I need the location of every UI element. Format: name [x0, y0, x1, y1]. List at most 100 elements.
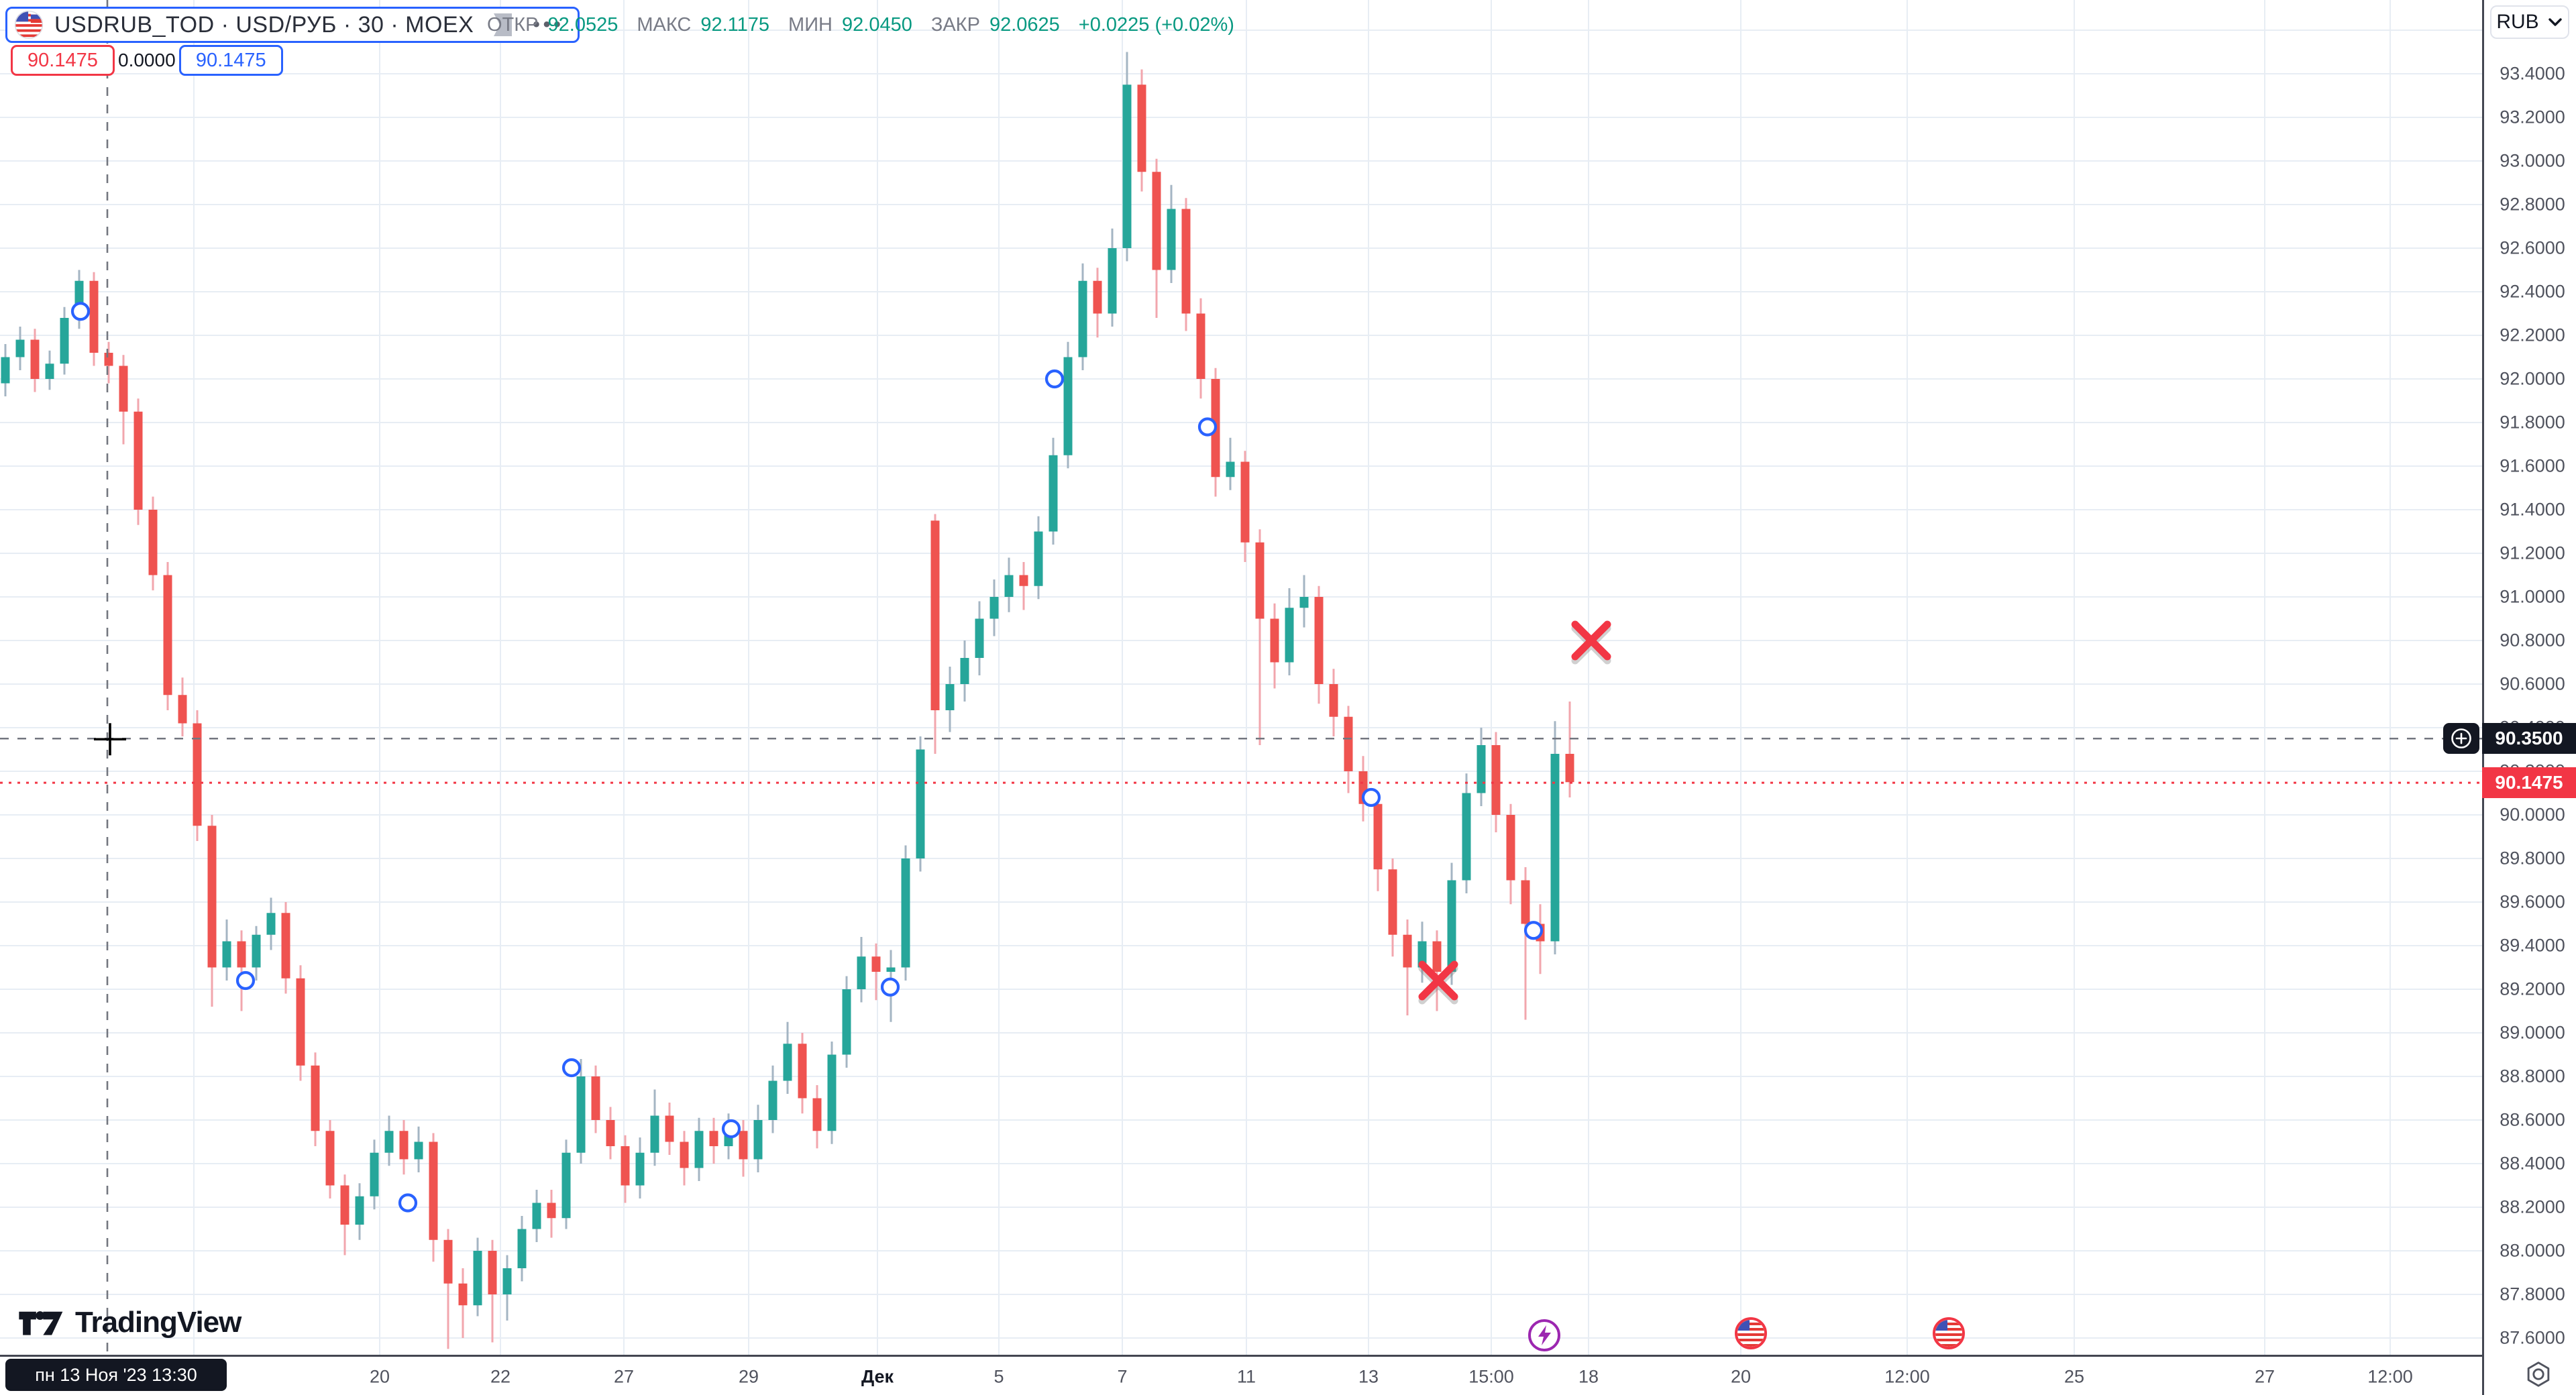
circle-marker[interactable]	[1197, 417, 1218, 437]
circle-marker[interactable]	[70, 302, 91, 321]
candle-body	[547, 1203, 556, 1219]
candle-body	[680, 1141, 689, 1168]
price-axis-label: 93.4000	[2500, 63, 2565, 84]
candle-body	[1521, 880, 1530, 924]
time-axis-label: 11	[1236, 1366, 1256, 1387]
markers	[70, 302, 1611, 1213]
chart-plot-area[interactable]	[0, 0, 2482, 1355]
open-label: ОТКР	[487, 13, 539, 36]
price-axis-label: 88.6000	[2500, 1109, 2565, 1130]
candle-body	[1447, 880, 1456, 972]
candle-body	[1181, 209, 1191, 314]
candle-body	[1167, 209, 1176, 270]
candle-body	[148, 510, 158, 575]
price-axis-label: 92.6000	[2500, 237, 2565, 258]
candle-body	[1240, 461, 1250, 543]
candle-body	[1299, 597, 1309, 608]
candle-body	[1, 357, 10, 384]
candle-body	[89, 280, 99, 353]
candle-body	[930, 520, 940, 710]
candle-body	[429, 1141, 438, 1240]
cursor-plus	[94, 723, 126, 756]
circle-marker[interactable]	[1044, 369, 1065, 389]
candle-body	[621, 1146, 630, 1186]
usd-rub-flag-icon	[14, 10, 44, 40]
candle-body	[842, 989, 851, 1055]
candle-body	[709, 1131, 718, 1146]
price-axis-label: 88.8000	[2500, 1066, 2565, 1086]
candlestick-chart[interactable]	[0, 0, 2482, 1355]
candle-body	[635, 1152, 645, 1186]
time-axis-label: 12:00	[2367, 1366, 2413, 1387]
price-axis-label: 89.8000	[2500, 848, 2565, 869]
ohlc-legend: ОТКР 92.0525 МАКС 92.1175 МИН 92.0450 ЗАКР 9…	[487, 7, 1234, 43]
flag-symbol-icon[interactable]	[491, 11, 514, 39]
candle-body	[193, 723, 202, 826]
circle-marker[interactable]	[235, 970, 256, 991]
price-axis-label: 88.2000	[2500, 1196, 2565, 1217]
symbol-title: USDRUB_TOD · USD/РУБ · 30 · MOEX	[54, 11, 474, 38]
candle-body	[1314, 597, 1324, 684]
candle-body	[1462, 793, 1471, 881]
candle-body	[1373, 803, 1383, 870]
economic-event-us-flag-icon[interactable]	[1735, 1317, 1767, 1349]
timezone-settings-button[interactable]	[2521, 1359, 2556, 1391]
candle-body	[1270, 618, 1279, 663]
candle-body	[886, 967, 896, 972]
price-axis-label: 87.8000	[2500, 1284, 2565, 1304]
close-label: ЗАКР	[930, 13, 980, 36]
circle-marker[interactable]	[561, 1058, 582, 1078]
candle-body	[1152, 172, 1161, 270]
candle-body	[340, 1185, 350, 1225]
price-axis-label: 92.0000	[2500, 368, 2565, 389]
currency-label: RUB	[2496, 11, 2539, 33]
price-axis-label: 90.6000	[2500, 673, 2565, 694]
time-axis-label: 7	[1117, 1366, 1128, 1387]
candle-body	[650, 1115, 659, 1153]
price-axis-label: 91.4000	[2500, 499, 2565, 520]
candle-body	[399, 1131, 409, 1160]
time-axis-label: Дек	[861, 1366, 894, 1387]
economic-event-us-flag-icon[interactable]	[1933, 1317, 1965, 1349]
candle-body	[1004, 575, 1014, 597]
candle-body	[768, 1080, 777, 1120]
candle-body	[133, 411, 143, 510]
candle-body	[207, 826, 217, 968]
last-price-badge: 90.1475	[2482, 767, 2576, 799]
gridlines	[0, 0, 2482, 1355]
circle-marker[interactable]	[721, 1119, 741, 1139]
symbol-button[interactable]: USDRUB_TOD · USD/РУБ · 30 · MOEX •••	[5, 7, 580, 43]
x-marker[interactable]	[1571, 620, 1611, 661]
time-axis-label: 15:00	[1468, 1366, 1514, 1387]
circle-marker[interactable]	[1361, 787, 1381, 807]
candle-body	[370, 1152, 379, 1196]
candle-body	[901, 858, 910, 968]
candle-body	[1388, 869, 1397, 935]
price-axis[interactable]: 93.4000 93.2000 93.0000 92.8000 92.6000 92.40…	[2482, 0, 2576, 1395]
more-options-icon[interactable]: •••	[533, 13, 564, 36]
price-axis-label: 91.6000	[2500, 455, 2565, 476]
add-alert-button[interactable]	[2443, 723, 2479, 755]
tradingview-logo[interactable]: TradingView	[17, 1305, 241, 1340]
candle-body	[1477, 745, 1486, 793]
candle-body	[591, 1076, 600, 1120]
x-marker[interactable]	[1418, 960, 1458, 1001]
candle-body	[989, 597, 999, 619]
price-axis-label: 91.2000	[2500, 543, 2565, 563]
candle-body	[1049, 455, 1058, 532]
close-value: 92.0625	[989, 13, 1060, 36]
circle-marker[interactable]	[1523, 921, 1544, 940]
currency-dropdown[interactable]: RUB	[2490, 5, 2569, 39]
candle-body	[576, 1076, 586, 1153]
candle-body	[237, 941, 246, 968]
candle-body	[119, 366, 128, 412]
time-axis[interactable]: 1520222729Дек57111315:00182012:00252712:…	[0, 1355, 2576, 1395]
buy-price-box[interactable]: 90.1475	[178, 45, 283, 76]
price-axis-label: 93.2000	[2500, 107, 2565, 127]
crosshair	[0, 0, 2482, 1355]
idea-lightning-icon[interactable]	[1528, 1319, 1560, 1351]
candle-body	[1285, 608, 1294, 663]
circle-marker[interactable]	[880, 977, 900, 997]
sell-price-box[interactable]: 90.1475	[11, 45, 115, 76]
circle-marker[interactable]	[398, 1193, 418, 1213]
